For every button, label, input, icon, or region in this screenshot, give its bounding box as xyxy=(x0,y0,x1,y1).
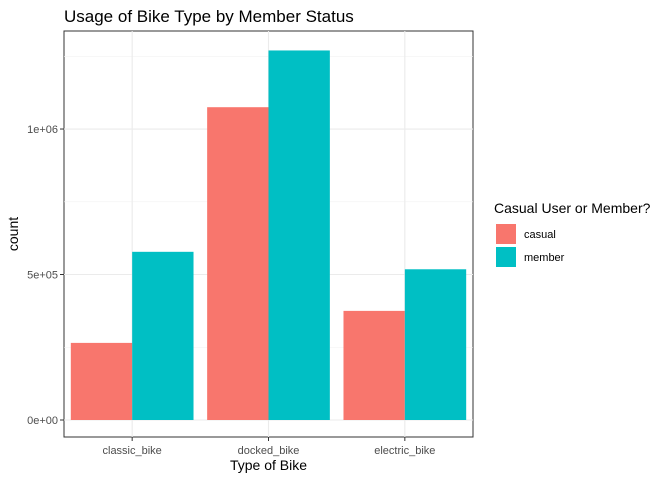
bar-casual-docked_bike xyxy=(207,107,269,420)
legend-key-casual xyxy=(496,224,516,244)
bar-member-electric_bike xyxy=(404,269,467,420)
y-tick-label: 5e+05 xyxy=(27,270,58,282)
x-tick-label: classic_bike xyxy=(103,445,162,457)
legend-label-member: member xyxy=(524,252,565,264)
y-tick-label: 0e+00 xyxy=(27,415,58,427)
legend: Casual User or Member? casual member xyxy=(494,200,651,267)
x-axis-ticks: classic_bike docked_bike electric_bike xyxy=(103,437,435,457)
x-axis-title: Type of Bike xyxy=(230,457,307,473)
bar-member-docked_bike xyxy=(268,50,330,420)
bar-casual-electric_bike xyxy=(343,310,405,420)
x-tick-label: electric_bike xyxy=(374,445,435,457)
x-tick-label: docked_bike xyxy=(238,445,300,457)
legend-title: Casual User or Member? xyxy=(494,200,651,216)
legend-key-member xyxy=(496,247,516,267)
bar-casual-classic_bike xyxy=(70,342,133,420)
bar-member-classic_bike xyxy=(132,251,194,420)
chart-title: Usage of Bike Type by Member Status xyxy=(64,7,354,26)
bars xyxy=(70,50,467,420)
y-axis-title: count xyxy=(5,217,21,251)
y-axis-ticks: 0e+00 5e+05 1e+06 xyxy=(27,124,64,427)
legend-label-casual: casual xyxy=(524,229,556,241)
y-tick-label: 1e+06 xyxy=(27,124,58,136)
